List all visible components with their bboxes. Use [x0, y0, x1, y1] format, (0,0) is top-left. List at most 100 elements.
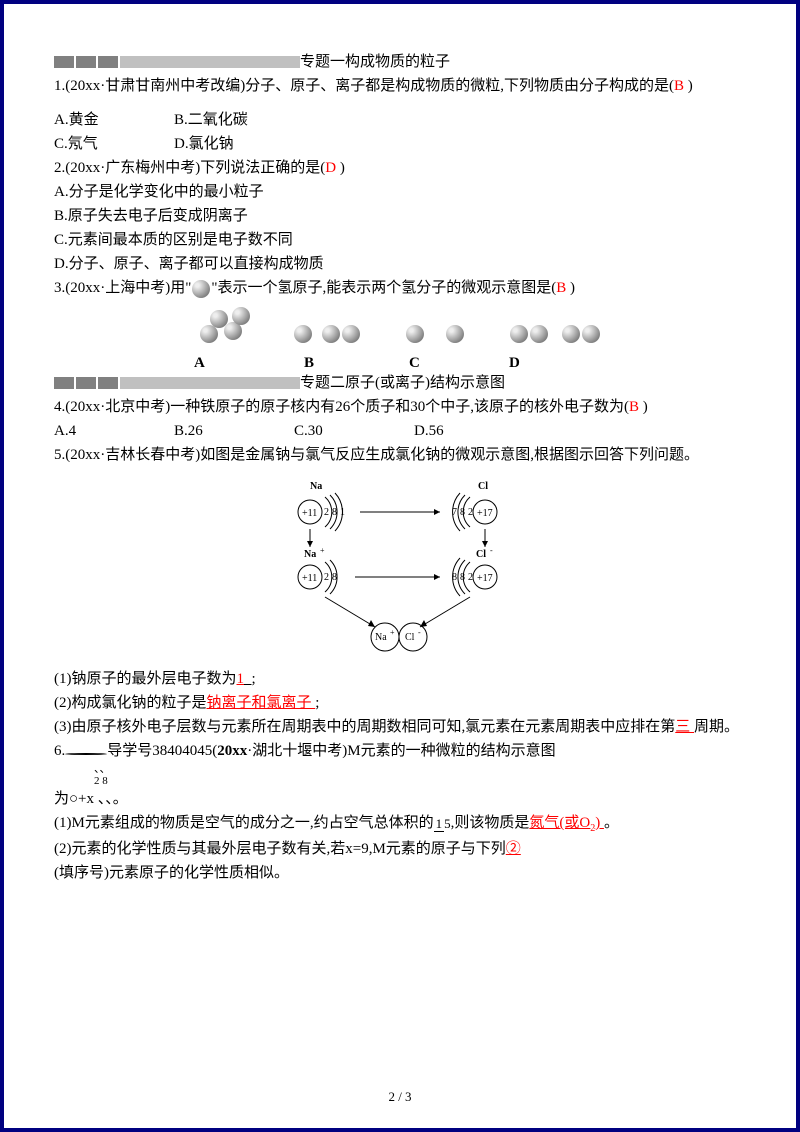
gray-blocks-icon [54, 56, 118, 68]
svg-text:7: 7 [452, 507, 457, 518]
svg-text:Cl: Cl [476, 549, 486, 560]
q5a-stem: (1)钠原子的最外层电子数为 [54, 671, 237, 687]
q6-structure: 、、 2 8 [54, 763, 746, 787]
svg-text:Na: Na [310, 481, 322, 492]
q6b-tail: (填序号)元素原子的化学性质相似。 [54, 861, 746, 885]
q4-stem: 4.(20xx·北京中考)一种铁原子的原子核内有26个质子和30个中子,该原子的… [54, 395, 746, 419]
q6-r3: 为○+x 、、。 [54, 787, 746, 811]
q2-text: 2.(20xx·广东梅州中考)下列说法正确的是( [54, 160, 325, 176]
q6a-num: 1 [434, 816, 445, 832]
q5b: (2)构成氯化钠的粒子是钠离子和氯离子 ; [54, 691, 746, 715]
q2-stem: 2.(20xx·广东梅州中考)下列说法正确的是(D ) [54, 156, 746, 180]
q5a-ans: 1 [237, 671, 245, 687]
labelA: A [194, 351, 304, 375]
svg-text:8: 8 [460, 507, 465, 518]
q3-answer: B [556, 280, 566, 296]
q5b-stem: (2)构成氯化钠的粒子是 [54, 695, 207, 711]
q6-r2: 2 8 [94, 775, 746, 787]
q6-line1: 6. 导学号38404045(20xx·湖北十堰中考)M元素的一种微粒的结构示意… [54, 739, 746, 763]
q6b-ans: ② [506, 841, 521, 857]
page-footer: 2 / 3 [4, 1087, 796, 1108]
section2-header: 专题二原子(或离子)结构示意图 [54, 371, 746, 395]
q1-options: A.黄金 B.二氧化碳 [54, 108, 746, 132]
q3-pre: 3.(20xx·上海中考)用" [54, 280, 191, 296]
q5a: (1)钠原子的最外层电子数为1 ; [54, 667, 746, 691]
nacl-diagram: Na +11 281 Cl +17 782 [54, 477, 746, 657]
gray-bar-icon [120, 56, 300, 68]
atom-icon [192, 280, 210, 298]
q6a-tail: 。 [604, 815, 619, 831]
q6-mid: 导学号38404045( [107, 743, 217, 759]
q5b-ans: 钠离子和氯离子 [207, 695, 316, 711]
svg-text:-: - [418, 628, 421, 637]
q3-stem: 3.(20xx·上海中考)用" "表示一个氢原子,能表示两个氢分子的微观示意图是(… [54, 276, 746, 300]
svg-text:Cl: Cl [405, 632, 415, 643]
q5-stem: 5.(20xx·吉林长春中考)如图是金属钠与氯气反应生成氯化钠的微观示意图,根据… [54, 443, 746, 467]
svg-text:+11: +11 [302, 508, 317, 519]
q5c-tail: 周期。 [694, 719, 739, 735]
svg-text:-: - [490, 546, 493, 555]
q4-options: A.4 B.26 C.30 D.56 [54, 419, 746, 443]
q4-text: 4.(20xx·北京中考)一种铁原子的原子核内有26个质子和30个中子,该原子的… [54, 399, 629, 415]
q4-optA: A.4 [54, 419, 174, 443]
svg-text:+17: +17 [477, 508, 493, 519]
q5c-stem: (3)由原子核外电子层数与元素所在周期表中的周期数相同可知,氯元素在元素周期表中… [54, 719, 675, 735]
groupB [293, 325, 361, 343]
q1-optD: D.氯化钠 [174, 132, 294, 156]
svg-text:+11: +11 [302, 573, 317, 584]
q1-answer: B [674, 78, 684, 94]
q5b-tail: ; [315, 695, 319, 711]
section1-title: 专题一构成物质的粒子 [300, 50, 450, 74]
svg-text:Na: Na [304, 549, 316, 560]
q4-close: ) [639, 399, 648, 415]
q6-pre: 6. [54, 743, 65, 759]
q1-stem: 1.(20xx·甘肃甘南州中考改编)分子、原子、离子都是构成物质的微粒,下列物质… [54, 74, 746, 98]
q1-optA: A.黄金 [54, 108, 174, 132]
q4-optB: B.26 [174, 419, 294, 443]
svg-text:+: + [320, 546, 325, 555]
q2-answer: D [325, 160, 336, 176]
hydrogen-diagram [54, 308, 746, 343]
svg-text:2: 2 [324, 572, 329, 583]
q6-post: ·湖北十堰中考)M元素的一种微粒的结构示意图 [247, 743, 555, 759]
q6b-stem: (2)元素的化学性质与其最外层电子数有关,若x=9,M元素的原子与下列 [54, 841, 506, 857]
svg-text:Cl: Cl [478, 481, 488, 492]
q4-optC: C.30 [294, 419, 414, 443]
q3-post: "表示一个氢原子,能表示两个氢分子的微观示意图是( [211, 280, 556, 296]
fraction-icon: 15 [434, 817, 451, 831]
section2-title: 专题二原子(或离子)结构示意图 [300, 371, 505, 395]
svg-text:8: 8 [332, 572, 337, 583]
q2-close: ) [336, 160, 345, 176]
svg-text:2: 2 [468, 507, 473, 518]
labelD: D [509, 351, 520, 375]
q6-bold: 20xx [217, 743, 247, 759]
q1-close: ) [684, 78, 693, 94]
gray-blocks-icon2 [54, 377, 118, 389]
svg-text:2: 2 [324, 507, 329, 518]
svg-text:+: + [390, 628, 395, 637]
groupC [405, 325, 465, 343]
section1-header: 专题一构成物质的粒子 [54, 50, 746, 74]
q6b: (2)元素的化学性质与其最外层电子数有关,若x=9,M元素的原子与下列② [54, 837, 746, 861]
q2-optA: A.分子是化学变化中的最小粒子 [54, 180, 746, 204]
svg-text:8: 8 [460, 572, 465, 583]
q6a: (1)M元素组成的物质是空气的成分之一,约占空气总体积的15,则该物质是氮气(或… [54, 811, 746, 837]
page: 专题一构成物质的粒子 1.(20xx·甘肃甘南州中考改编)分子、原子、离子都是构… [0, 0, 800, 1132]
q6a-stem: (1)M元素组成的物质是空气的成分之一,约占空气总体积的 [54, 815, 434, 831]
q3-close: ) [566, 280, 575, 296]
q2-optD: D.分子、原子、离子都可以直接构成物质 [54, 252, 746, 276]
q5c-ans: 三 [675, 719, 694, 735]
groupD [509, 325, 601, 343]
q4-answer: B [629, 399, 639, 415]
q2-optC: C.元素间最本质的区别是电子数不同 [54, 228, 746, 252]
q6a-mid: ,则该物质是 [451, 815, 530, 831]
q5c: (3)由原子核外电子层数与元素所在周期表中的周期数相同可知,氯元素在元素周期表中… [54, 715, 746, 739]
svg-text:1: 1 [340, 507, 345, 518]
svg-text:Na: Na [375, 632, 387, 643]
q5a-tail: ; [252, 671, 256, 687]
svg-text:8: 8 [332, 507, 337, 518]
q4-optD: D.56 [414, 419, 534, 443]
groupA [199, 308, 249, 343]
svg-text:2: 2 [468, 572, 473, 583]
q1-options2: C.氖气 D.氯化钠 [54, 132, 746, 156]
